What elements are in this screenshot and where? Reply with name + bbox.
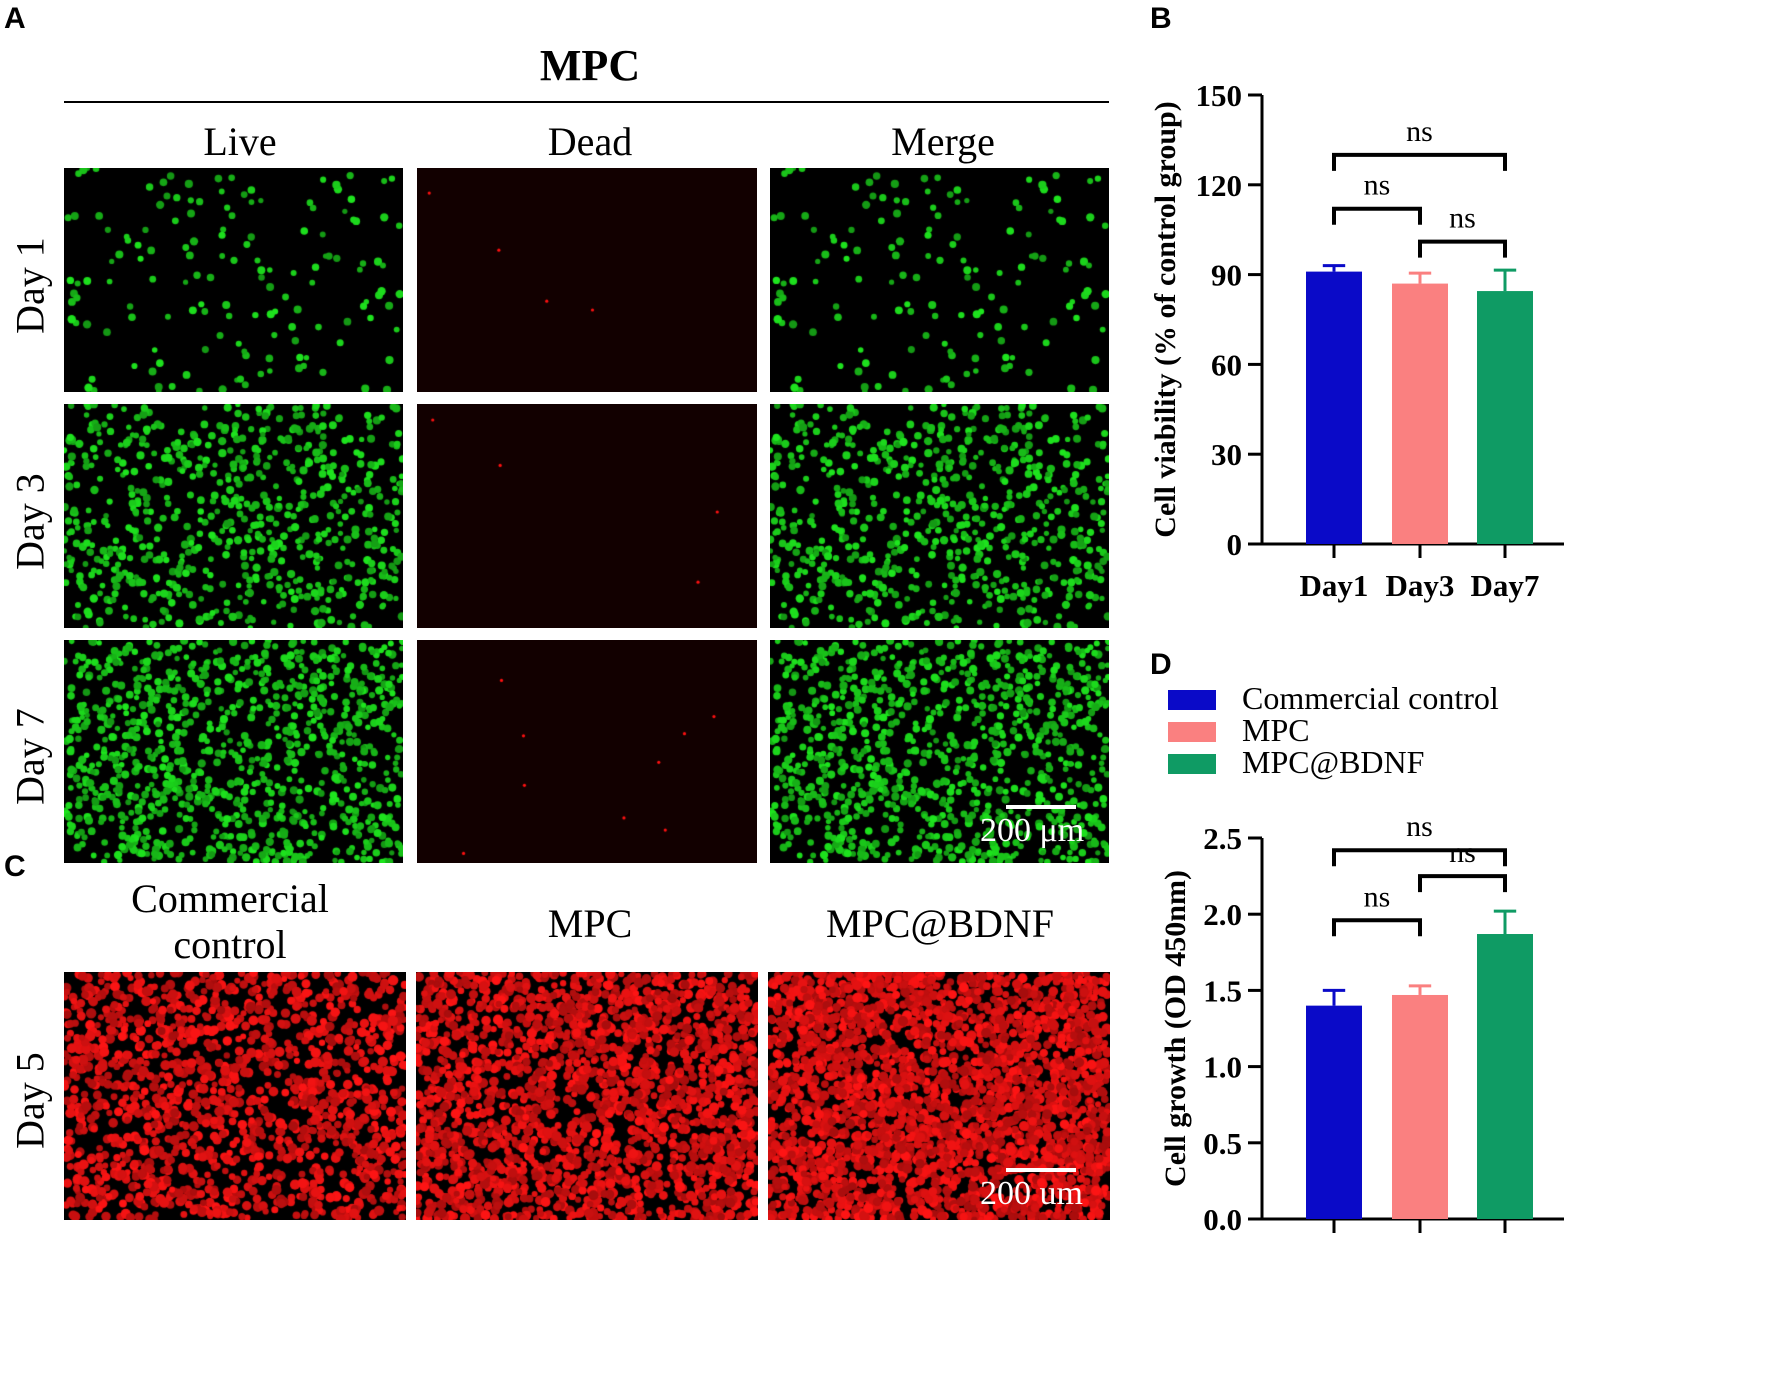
chart-b-cell-viability: 0 30 60 90 120 150 Cell viability (% of contro…: [1149, 78, 1564, 603]
legend-swatch-mpc: [1168, 722, 1216, 742]
y-axis-label: Cell growth (OD 450nm): [1159, 870, 1192, 1187]
micrograph-dead-day1: [417, 168, 757, 392]
row-label-day1: Day 1: [7, 237, 53, 334]
panel-a-title-rule: [64, 101, 1109, 103]
scale-bar-label-c: 200 um: [980, 1175, 1083, 1212]
significance-bracket-0: [1332, 152, 1507, 171]
bar-1: [1392, 283, 1448, 544]
bar-0: [1306, 271, 1362, 544]
y-tick-label: 60: [1211, 347, 1242, 382]
y-tick-label: 90: [1211, 258, 1242, 293]
micrograph-dead-day7: [417, 640, 757, 863]
micrograph-dead-day3: [417, 404, 757, 628]
micrograph-merge-day3: [770, 404, 1109, 628]
micrograph-commercial-day5: [64, 972, 406, 1220]
col-label-mpc: MPC: [547, 901, 633, 946]
col-label-live: Live: [203, 119, 277, 164]
panel-label-d: D: [1150, 648, 1172, 681]
x-tick-label: Day3: [1386, 568, 1455, 603]
panel-label-c: C: [4, 850, 26, 883]
y-tick-label: 0.5: [1203, 1126, 1242, 1161]
legend-swatch-commercial: [1168, 690, 1216, 710]
col-label-commercial-line2: control: [173, 922, 287, 967]
col-label-commercial-control: Commercial control: [90, 876, 370, 968]
micrograph-merge-day7: 200 μm: [770, 640, 1109, 863]
y-tick-label: 1.0: [1203, 1050, 1242, 1085]
significance-bracket-1: [1418, 874, 1507, 893]
panel-a-title: MPC: [539, 41, 641, 90]
bar-2: [1477, 291, 1533, 544]
significance-bracket-2: [1418, 239, 1507, 258]
y-tick-label: 0: [1227, 527, 1243, 562]
legend-swatch-bdnf: [1168, 754, 1216, 774]
col-label-commercial-line1: Commercial: [131, 876, 329, 921]
panel-label-b: B: [1150, 2, 1172, 35]
row-label-day7: Day 7: [7, 708, 53, 805]
micrograph-live-day7: [64, 640, 403, 863]
legend-label-mpc: MPC: [1242, 712, 1310, 748]
micrograph-merge-day1: [770, 168, 1109, 392]
x-tick-label: Day7: [1471, 568, 1540, 603]
y-tick-label: 1.5: [1203, 973, 1242, 1008]
col-label-mpc-bdnf: MPC@BDNF: [825, 901, 1055, 946]
scale-bar-label-a: 200 μm: [980, 812, 1085, 849]
significance-bracket-1: [1332, 206, 1422, 225]
legend-label-commercial: Commercial control: [1242, 680, 1499, 716]
panel-label-a: A: [4, 2, 26, 35]
significance-label-0: ns: [1406, 115, 1433, 148]
bar-1: [1392, 994, 1448, 1219]
y-tick-label: 30: [1211, 437, 1242, 472]
row-label-day5: Day 5: [7, 1052, 53, 1149]
micrograph-live-day1: [64, 168, 403, 392]
micrograph-live-day3: [64, 404, 403, 628]
y-tick-label: 120: [1196, 168, 1243, 203]
significance-label-2: ns: [1364, 880, 1391, 913]
significance-label-2: ns: [1449, 202, 1476, 235]
bar-2: [1477, 934, 1533, 1219]
significance-label-0: ns: [1406, 810, 1433, 843]
y-tick-label: 2.5: [1203, 821, 1242, 856]
micrograph-bdnf-day5: 200 um: [768, 972, 1110, 1220]
significance-bracket-0: [1332, 848, 1507, 867]
y-tick-label: 2.0: [1203, 897, 1242, 932]
col-label-dead: Dead: [547, 119, 633, 164]
row-label-day3: Day 3: [7, 473, 53, 570]
significance-label-1: ns: [1364, 169, 1391, 202]
significance-label-1: ns: [1449, 836, 1476, 869]
scale-bar-c: [1006, 1168, 1076, 1172]
scale-bar-a: [1006, 805, 1076, 809]
col-label-merge: Merge: [891, 119, 995, 164]
x-tick-label: Day1: [1300, 568, 1369, 603]
bar-0: [1306, 1005, 1362, 1219]
legend-label-bdnf: MPC@BDNF: [1242, 744, 1425, 780]
y-axis-label: Cell viability (% of control group): [1149, 101, 1182, 537]
significance-bracket-2: [1332, 918, 1422, 937]
micrograph-mpc-day5: [416, 972, 758, 1220]
chart-d-cell-growth: 0.0 0.5 1.0 1.5 2.0 2.5 Cell growth (OD 450nm)…: [1159, 810, 1564, 1237]
y-tick-label: 0.0: [1203, 1202, 1242, 1237]
y-tick-label: 150: [1196, 78, 1243, 113]
